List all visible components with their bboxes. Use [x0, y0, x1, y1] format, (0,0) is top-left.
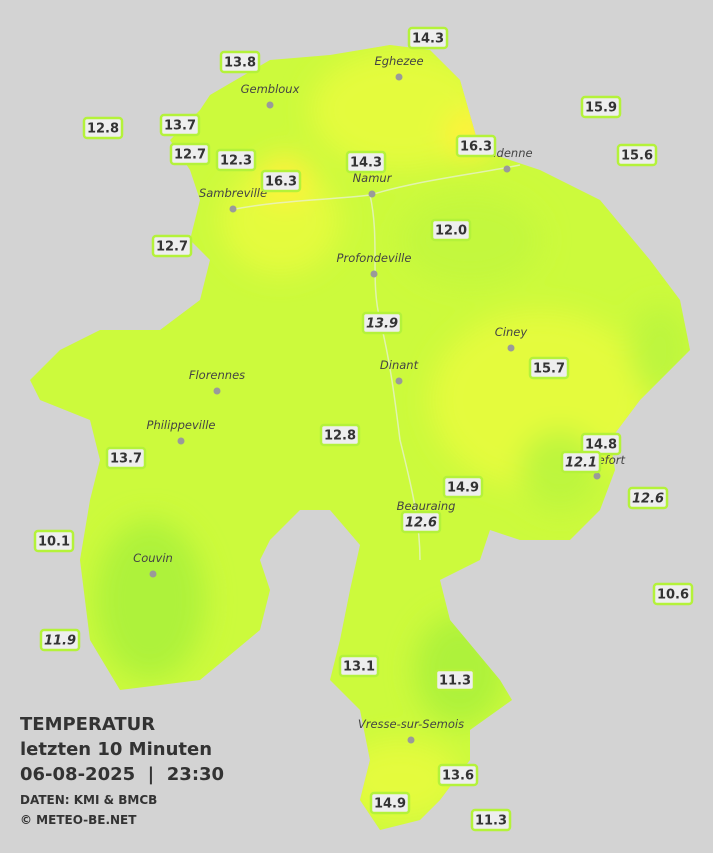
station-value: 14.8 [585, 438, 617, 453]
station-box [627, 486, 669, 510]
subtitle: letzten 10 Minuten [20, 739, 212, 760]
town-label: Profondeville [337, 251, 412, 265]
station-box [215, 148, 257, 172]
copyright: © METEO-BE.NET [20, 813, 137, 827]
station-box [151, 234, 193, 258]
station-box [169, 142, 211, 166]
town-label: Ciney [495, 325, 528, 339]
station-box [33, 529, 75, 553]
station-value: 13.1 [343, 660, 375, 675]
station-value: 12.7 [174, 148, 206, 163]
datetime: 06-08-2025 | 23:30 [20, 764, 224, 785]
station-box [39, 628, 81, 652]
station-value: 16.3 [265, 175, 297, 190]
town-label: Florennes [189, 368, 245, 382]
station-value: 11.9 [44, 634, 76, 649]
town-label: Eghezee [374, 54, 423, 68]
station-box [652, 582, 694, 606]
station-box [260, 169, 302, 193]
station-value: 13.6 [442, 769, 474, 784]
station-box [400, 510, 442, 534]
station-value: 12.8 [87, 122, 119, 137]
town-dot [149, 570, 157, 578]
station-value: 14.3 [350, 156, 382, 171]
station-box [82, 116, 124, 140]
station-value: 12.8 [324, 429, 356, 444]
station-box [219, 50, 261, 74]
station-box [105, 446, 147, 470]
station-value: 10.1 [38, 535, 70, 550]
town-label: Beauraing [397, 499, 456, 513]
town-label: Philippeville [147, 418, 216, 432]
station-value: 12.1 [565, 456, 597, 471]
station-box [434, 668, 476, 692]
station-value: 12.6 [632, 492, 664, 507]
station-box [470, 808, 512, 832]
station-value: 12.3 [220, 154, 252, 169]
station-box [338, 654, 380, 678]
town-label: Gembloux [241, 82, 300, 96]
town-dot [177, 437, 185, 445]
town-dot [213, 387, 221, 395]
station-value: 11.3 [475, 814, 507, 829]
source: DATEN: KMI & BMCB [20, 793, 157, 807]
station-box [455, 134, 497, 158]
town-dot [266, 101, 274, 109]
station-value: 13.7 [110, 452, 142, 467]
station-value: 13.8 [224, 56, 256, 71]
town-dot [407, 736, 415, 744]
station-value: 14.9 [447, 481, 479, 496]
town-dot [395, 73, 403, 81]
town-dot [395, 377, 403, 385]
station-value: 13.7 [164, 119, 196, 134]
town-dot [593, 472, 601, 480]
station-value: 15.6 [621, 149, 653, 164]
station-value: 13.9 [366, 317, 398, 332]
title: TEMPERATUR [20, 714, 155, 735]
station-box [319, 423, 361, 447]
town-label: Dinant [380, 358, 419, 372]
station-box [580, 95, 622, 119]
station-box [407, 26, 449, 50]
town-label: Namur [353, 171, 393, 185]
town-dot [503, 165, 511, 173]
station-box [560, 450, 602, 474]
station-box [430, 218, 472, 242]
station-value: 10.6 [657, 588, 689, 603]
town-label: Vresse-sur-Semois [358, 717, 464, 731]
town-dot [368, 190, 376, 198]
station-box [528, 356, 570, 380]
station-value: 12.6 [405, 516, 437, 531]
town-dot [507, 344, 515, 352]
station-value: 15.9 [585, 101, 617, 116]
station-box [442, 475, 484, 499]
station-box [369, 791, 411, 815]
station-value: 12.0 [435, 224, 467, 239]
station-box [345, 150, 387, 174]
station-box [361, 311, 403, 335]
station-value: 11.3 [439, 674, 471, 689]
station-value: 14.3 [412, 32, 444, 47]
town-label: Couvin [133, 551, 173, 565]
station-value: 16.3 [460, 140, 492, 155]
station-value: 15.7 [533, 362, 565, 377]
station-value: 12.7 [156, 240, 188, 255]
station-box [616, 143, 658, 167]
town-dot [370, 270, 378, 278]
town-label: Sambreville [199, 186, 267, 200]
station-box [159, 113, 201, 137]
station-value: 14.9 [374, 797, 406, 812]
town-dot [229, 205, 237, 213]
station-box [437, 763, 479, 787]
